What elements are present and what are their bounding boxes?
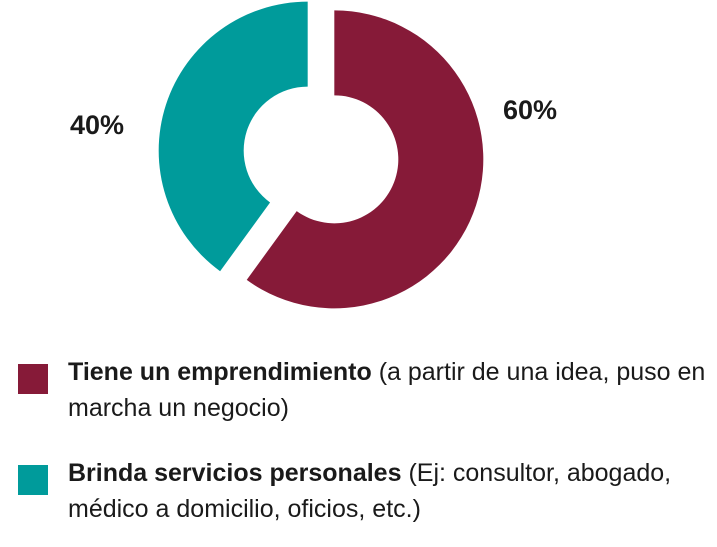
legend-swatch (18, 465, 48, 495)
slice (158, 1, 308, 272)
legend-name: Brinda servicios personales (68, 459, 402, 487)
legend-description: (Ej: consultor, abogado, médico a domici… (68, 459, 672, 523)
legend-text: Brinda servicios personales (Ej: consult… (68, 455, 708, 527)
legend-text: Tiene un emprendimiento (a partir de una… (68, 354, 708, 426)
value-label: 60% (503, 95, 557, 125)
legend-swatch (18, 364, 48, 394)
slice (246, 10, 484, 309)
legend-name: Tiene un emprendimiento (68, 358, 372, 386)
legend-description: (a partir de una idea, puso en marcha un… (68, 358, 706, 422)
value-label: 40% (70, 110, 124, 140)
